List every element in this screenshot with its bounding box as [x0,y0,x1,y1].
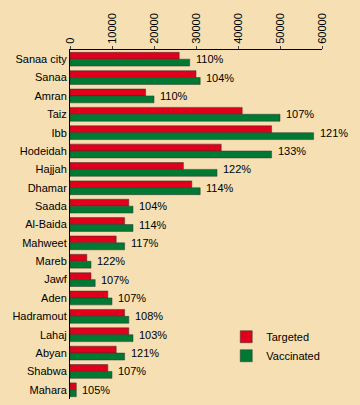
svg-text:Mahweet: Mahweet [22,237,67,249]
svg-text:40000: 40000 [232,13,244,44]
svg-text:Mahara: Mahara [30,384,68,396]
svg-text:122%: 122% [223,163,251,175]
svg-text:114%: 114% [206,182,234,194]
svg-text:Lahaj: Lahaj [40,329,67,341]
svg-text:110%: 110% [196,53,224,65]
svg-text:Dhamar: Dhamar [28,182,67,194]
svg-text:Aden: Aden [41,292,67,304]
svg-text:Hadramout: Hadramout [12,310,66,322]
svg-text:122%: 122% [97,255,125,267]
svg-text:60000: 60000 [316,13,328,44]
svg-text:121%: 121% [320,127,348,139]
svg-text:133%: 133% [278,145,306,157]
svg-text:Vaccinated: Vaccinated [266,350,320,362]
svg-text:Mareb: Mareb [36,255,67,267]
svg-text:114%: 114% [139,219,167,231]
svg-text:Saada: Saada [35,200,68,212]
svg-text:Abyan: Abyan [36,347,67,359]
svg-text:Jawf: Jawf [44,273,68,285]
svg-text:107%: 107% [118,365,146,377]
svg-text:50000: 50000 [274,13,286,44]
svg-text:107%: 107% [101,274,129,286]
svg-text:0: 0 [64,38,76,44]
svg-text:Targeted: Targeted [266,331,309,343]
svg-text:Sanaa: Sanaa [35,71,68,83]
svg-text:30000: 30000 [190,13,202,44]
svg-text:104%: 104% [206,72,234,84]
svg-text:20000: 20000 [148,13,160,44]
svg-text:Al-Baida: Al-Baida [25,218,67,230]
svg-text:Taiz: Taiz [47,108,67,120]
svg-text:Ibb: Ibb [52,127,67,139]
svg-text:117%: 117% [131,237,159,249]
svg-text:Hodeidah: Hodeidah [20,145,67,157]
svg-text:104%: 104% [139,200,167,212]
svg-text:Sanaa city: Sanaa city [15,53,67,65]
svg-text:107%: 107% [118,292,146,304]
svg-text:Hajjah: Hajjah [36,163,67,175]
svg-text:10000: 10000 [106,13,118,44]
svg-text:105%: 105% [82,384,110,396]
svg-text:103%: 103% [139,329,167,341]
svg-text:121%: 121% [131,347,159,359]
svg-text:110%: 110% [160,90,188,102]
svg-text:108%: 108% [135,310,163,322]
svg-text:107%: 107% [286,108,314,120]
svg-text:Amran: Amran [34,90,66,102]
svg-text:Shabwa: Shabwa [27,365,68,377]
